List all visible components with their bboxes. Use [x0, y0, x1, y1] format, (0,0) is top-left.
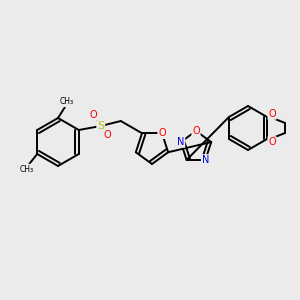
- Text: O: O: [268, 109, 276, 119]
- Text: CH₃: CH₃: [60, 98, 74, 106]
- Text: O: O: [268, 137, 276, 147]
- Text: O: O: [104, 130, 112, 140]
- Text: N: N: [202, 155, 209, 165]
- Text: CH₃: CH₃: [19, 164, 33, 173]
- Text: O: O: [90, 110, 98, 120]
- Text: S: S: [97, 121, 104, 131]
- Text: O: O: [158, 128, 166, 138]
- Text: O: O: [192, 126, 200, 136]
- Text: N: N: [177, 137, 184, 147]
